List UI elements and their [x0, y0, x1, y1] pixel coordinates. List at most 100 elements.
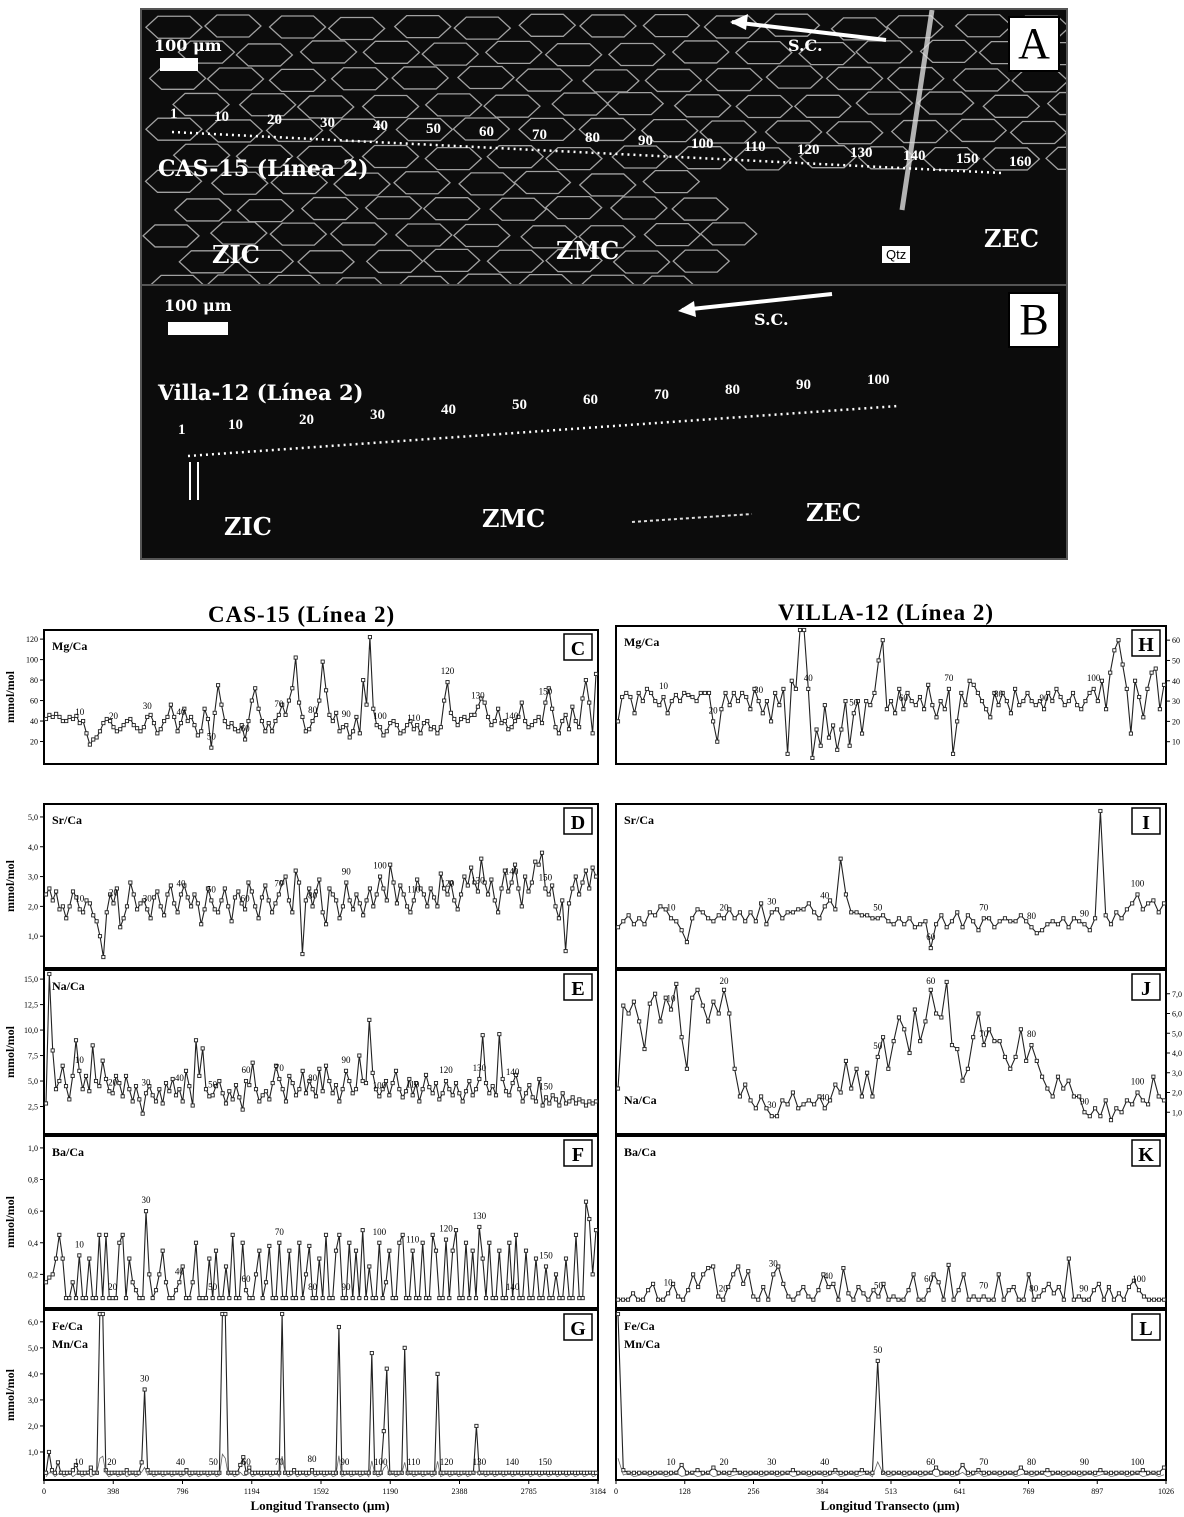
data-point: [843, 892, 848, 897]
x-tick-label: 3184: [590, 1487, 606, 1496]
data-point: [637, 916, 642, 921]
data-point: [859, 1094, 864, 1099]
data-point: [512, 862, 518, 867]
cell-outline: [642, 275, 694, 284]
cell-outline: [765, 65, 824, 89]
data-point: [981, 916, 986, 921]
data-point: [743, 919, 748, 924]
data-point: [310, 904, 315, 909]
point-label: 100: [1131, 1457, 1145, 1467]
data-point: [806, 1294, 811, 1299]
point-label: 130: [473, 1063, 487, 1073]
data-point: [744, 694, 749, 700]
data-point: [337, 729, 342, 734]
data-point: [393, 1068, 399, 1073]
point-label: 30: [142, 1077, 152, 1087]
data-point: [856, 1284, 861, 1290]
data-point: [901, 707, 906, 712]
point-label: 30: [143, 701, 153, 711]
data-point: [960, 1078, 965, 1083]
data-point: [753, 919, 758, 924]
data-point: [1114, 1106, 1119, 1111]
data-point: [320, 1089, 325, 1094]
data-point: [1061, 1470, 1066, 1475]
data-point: [955, 910, 960, 915]
data-point: [855, 699, 860, 704]
cell-outline: [269, 222, 328, 246]
data-point: [509, 880, 514, 885]
data-point: [865, 1070, 870, 1075]
data-point: [984, 707, 989, 712]
data-point: [480, 1256, 485, 1261]
y-tick-label: 2,5: [28, 1103, 38, 1112]
data-point: [139, 1460, 144, 1465]
data-point: [912, 925, 917, 930]
data-point: [158, 727, 163, 732]
data-point: [593, 1470, 599, 1475]
point-label: 50: [873, 1041, 883, 1051]
data-point: [1146, 1102, 1151, 1107]
data-point: [287, 1248, 292, 1253]
data-point: [74, 895, 79, 900]
series-line: [45, 973, 597, 1114]
data-point: [479, 856, 484, 861]
data-point: [1161, 901, 1167, 906]
cell-outline: [300, 196, 359, 221]
data-point: [769, 910, 774, 915]
data-point: [523, 1248, 529, 1253]
cell-outline: [238, 93, 297, 117]
point-label: 30: [142, 1195, 152, 1205]
x-tick-label: 1026: [1158, 1487, 1174, 1496]
data-point: [143, 1091, 149, 1096]
data-point: [398, 883, 403, 888]
data-point: [452, 716, 457, 722]
x-tick-label: 398: [107, 1487, 119, 1496]
data-point: [243, 1288, 249, 1293]
data-point: [700, 1003, 705, 1008]
data-point: [408, 910, 413, 915]
data-point: [253, 1087, 259, 1092]
data-point: [404, 723, 410, 728]
data-point: [490, 1296, 495, 1301]
data-point: [992, 1039, 997, 1044]
data-point: [536, 714, 541, 719]
cell-outline: [886, 15, 944, 39]
data-point: [354, 892, 359, 897]
data-point: [64, 916, 69, 921]
data-point: [1041, 707, 1047, 712]
data-point: [510, 1081, 515, 1086]
data-point: [781, 686, 786, 691]
data-point: [205, 716, 211, 722]
data-point: [768, 719, 774, 724]
data-point: [875, 1054, 880, 1059]
plot-frame: [615, 803, 1167, 969]
data-point: [1008, 1066, 1013, 1071]
series-label-2: Mn/Ca: [624, 1337, 660, 1351]
cell-outline: [424, 93, 483, 117]
data-point: [959, 690, 964, 696]
data-point: [333, 1248, 339, 1253]
data-point: [428, 886, 433, 891]
data-point: [256, 916, 261, 921]
data-point: [1146, 901, 1151, 906]
data-point: [280, 702, 285, 707]
point-label: 100: [373, 711, 387, 721]
data-point: [266, 721, 271, 726]
y-tick-label: 4,0: [28, 843, 38, 852]
data-point: [70, 1468, 75, 1473]
point-label: 80: [308, 1073, 318, 1083]
transect-tick-a: 10: [214, 109, 229, 125]
data-point: [371, 904, 376, 909]
data-point: [114, 886, 119, 891]
data-point: [934, 715, 939, 720]
data-point: [1126, 1284, 1131, 1290]
data-point: [635, 1297, 641, 1302]
data-point: [128, 880, 133, 885]
data-point: [480, 1033, 485, 1038]
data-point: [387, 1093, 392, 1098]
data-point: [1076, 1294, 1081, 1299]
data-point: [43, 1101, 49, 1106]
data-point: [411, 727, 416, 732]
data-point: [866, 1297, 871, 1302]
